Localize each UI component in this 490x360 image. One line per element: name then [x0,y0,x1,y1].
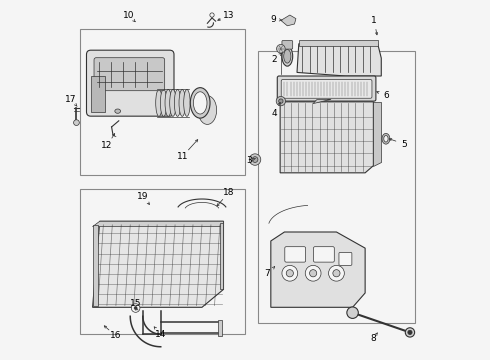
Bar [93,225,98,306]
Text: 10: 10 [122,10,134,19]
FancyBboxPatch shape [94,58,165,91]
Polygon shape [297,44,381,76]
FancyBboxPatch shape [281,80,372,98]
Ellipse shape [156,89,162,116]
FancyBboxPatch shape [277,76,376,101]
Text: 9: 9 [270,15,276,24]
Circle shape [131,304,140,312]
Text: 12: 12 [101,141,113,150]
Polygon shape [281,15,296,26]
FancyBboxPatch shape [339,252,352,265]
Polygon shape [280,102,373,173]
Text: 7: 7 [265,269,270,278]
Ellipse shape [184,89,190,116]
Circle shape [252,157,258,162]
Polygon shape [313,99,331,104]
Bar [80,189,245,334]
Circle shape [279,99,283,103]
Ellipse shape [170,89,176,116]
Ellipse shape [284,49,291,63]
Bar [299,40,378,45]
Text: 11: 11 [176,152,188,161]
Text: 8: 8 [370,334,376,343]
Bar [91,76,105,112]
FancyBboxPatch shape [87,50,174,116]
Circle shape [210,13,214,17]
Circle shape [134,307,137,310]
Ellipse shape [382,134,390,144]
Ellipse shape [174,89,181,116]
Text: 6: 6 [384,91,390,100]
Bar [218,320,222,336]
Text: 16: 16 [110,332,122,341]
Text: 1: 1 [371,16,377,25]
Text: 2: 2 [271,55,277,64]
Circle shape [276,44,285,53]
Circle shape [310,270,317,277]
Ellipse shape [115,109,121,113]
Polygon shape [93,221,223,226]
Circle shape [249,154,261,165]
Ellipse shape [160,89,167,116]
Circle shape [347,307,358,319]
Ellipse shape [179,89,186,116]
Text: 17: 17 [65,95,77,104]
Circle shape [329,265,344,281]
FancyBboxPatch shape [314,247,334,262]
Text: 19: 19 [137,192,148,201]
Ellipse shape [165,89,172,116]
Bar [220,223,223,289]
Polygon shape [373,102,381,166]
Text: 5: 5 [402,140,408,149]
Text: 15: 15 [130,299,142,308]
Polygon shape [93,221,223,307]
Circle shape [74,120,79,126]
Ellipse shape [190,87,210,118]
Circle shape [408,330,412,334]
Text: 18: 18 [223,188,235,197]
Circle shape [282,265,298,281]
Ellipse shape [384,135,388,142]
Ellipse shape [282,46,293,66]
Circle shape [286,270,294,277]
Bar [258,51,416,323]
FancyBboxPatch shape [285,247,306,262]
Text: 4: 4 [271,109,277,118]
Text: 14: 14 [155,330,167,339]
Polygon shape [271,232,365,307]
Circle shape [405,328,415,337]
Bar [80,30,245,175]
Circle shape [276,96,286,106]
FancyBboxPatch shape [282,41,293,49]
Text: 3: 3 [246,156,252,165]
Circle shape [305,265,321,281]
Circle shape [333,270,340,277]
Text: 13: 13 [223,10,235,19]
Ellipse shape [198,96,217,125]
Ellipse shape [194,92,207,114]
